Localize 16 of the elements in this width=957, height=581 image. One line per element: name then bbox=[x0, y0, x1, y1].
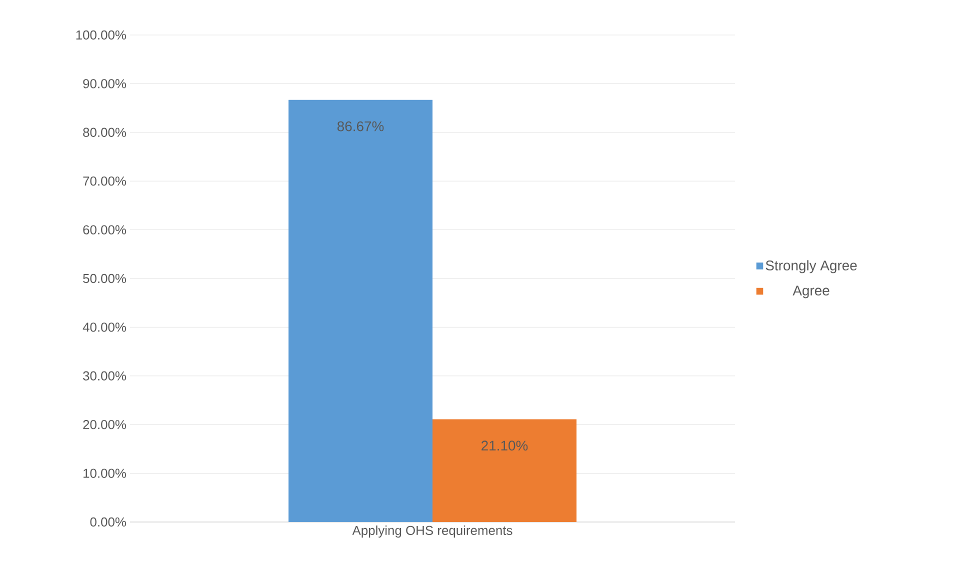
data-label: 86.67% bbox=[337, 121, 384, 132]
y-tick-label: 40.00% bbox=[82, 322, 126, 332]
y-tick-label: 90.00% bbox=[83, 79, 126, 88]
y-tick-label: 80.00% bbox=[83, 128, 126, 137]
data-label: 21.10% bbox=[482, 440, 528, 451]
x-tick-label: Applying OHS requirements bbox=[352, 526, 512, 538]
y-tick-label: 100.00% bbox=[76, 30, 126, 40]
y-tick-label: 30.00% bbox=[83, 371, 126, 380]
y-tick-label: 70.00% bbox=[83, 176, 126, 186]
y-tick-label: 20.00% bbox=[83, 420, 126, 430]
y-tick-label: 10.00% bbox=[84, 468, 126, 478]
legend-label: Strongly Agree bbox=[766, 260, 857, 274]
legend-label: Agree bbox=[792, 286, 830, 298]
y-tick-label: 0.00% bbox=[90, 517, 126, 527]
y-tick-label: 60.00% bbox=[83, 225, 126, 234]
y-tick-label: 50.00% bbox=[83, 274, 126, 284]
